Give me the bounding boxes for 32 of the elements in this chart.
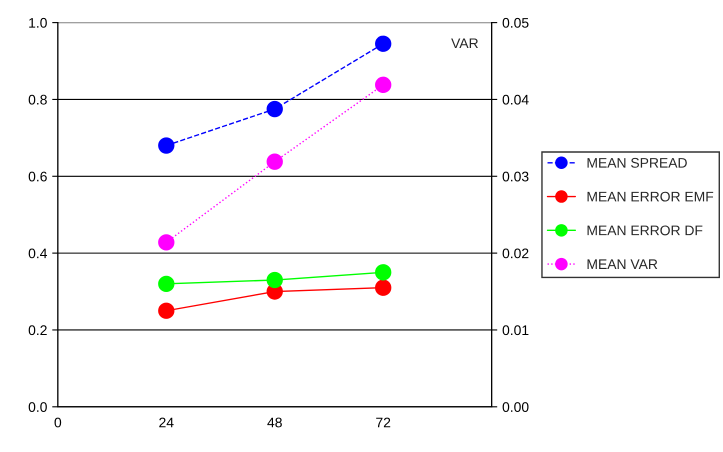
y-tick-label: 0.0 <box>28 402 47 412</box>
x-tick-label: 48 <box>267 418 282 428</box>
x-tick-label: 24 <box>159 418 174 428</box>
y-tick-label: 1.0 <box>29 18 47 28</box>
y2-tick-label: 0.01 <box>502 325 528 336</box>
y2-tick-label: 0.04 <box>502 94 529 105</box>
y-tick-label: 0.8 <box>28 94 47 105</box>
legend-label: MEAN VAR <box>588 259 658 269</box>
point <box>375 280 392 296</box>
y2-tick-label: 0.05 <box>502 18 529 28</box>
x-tick-label: 0 <box>54 418 62 428</box>
legend-label: MEAN SPREAD <box>588 158 687 168</box>
y-tick-label: 0.2 <box>28 325 47 336</box>
point <box>158 302 174 319</box>
y2-tick-label: 0.02 <box>502 248 528 258</box>
point <box>158 276 174 292</box>
point <box>158 137 174 154</box>
point <box>375 264 392 280</box>
y2-axis-title: VAR <box>451 38 478 48</box>
y2-tick-label: 0.03 <box>502 172 528 182</box>
legend-label: MEAN ERROR EMF <box>588 192 714 202</box>
y-tick-label: 0.4 <box>28 248 48 258</box>
y2-tick-label: 0.00 <box>502 402 529 412</box>
x-tick-label: 72 <box>376 418 390 428</box>
point <box>375 36 392 52</box>
point <box>266 272 283 288</box>
y-tick-label: 0.6 <box>28 172 47 182</box>
point <box>375 76 392 93</box>
legend-label: MEAN ERROR DF <box>588 225 702 236</box>
point <box>158 234 174 251</box>
point <box>266 154 283 170</box>
point <box>266 100 283 118</box>
